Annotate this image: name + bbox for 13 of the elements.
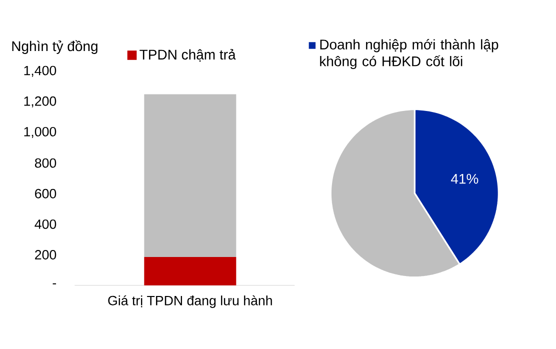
- y-tick-label: 600: [35, 188, 56, 198]
- y-tick-label: 1,000: [24, 126, 56, 138]
- y-axis-title: Nghìn tỷ đồng: [12, 40, 98, 54]
- data-label: 41%: [450, 174, 478, 184]
- y-tick-label: -: [52, 283, 56, 284]
- y-tick-label: 1,200: [24, 96, 56, 108]
- y-tick-label: 800: [34, 158, 56, 168]
- y-tick-label: 1,400: [24, 66, 56, 77]
- legend-label: Doanh nghiệp mới thành lập không có HĐKD cốt lõi: [320, 38, 498, 69]
- legend-label: TPDN chậm trả: [140, 48, 236, 62]
- y-tick-label: 400: [34, 219, 56, 229]
- x-tick-label: Giá trị TPDN đang lưu hành: [108, 295, 272, 308]
- y-tick-label: 200: [35, 250, 56, 260]
